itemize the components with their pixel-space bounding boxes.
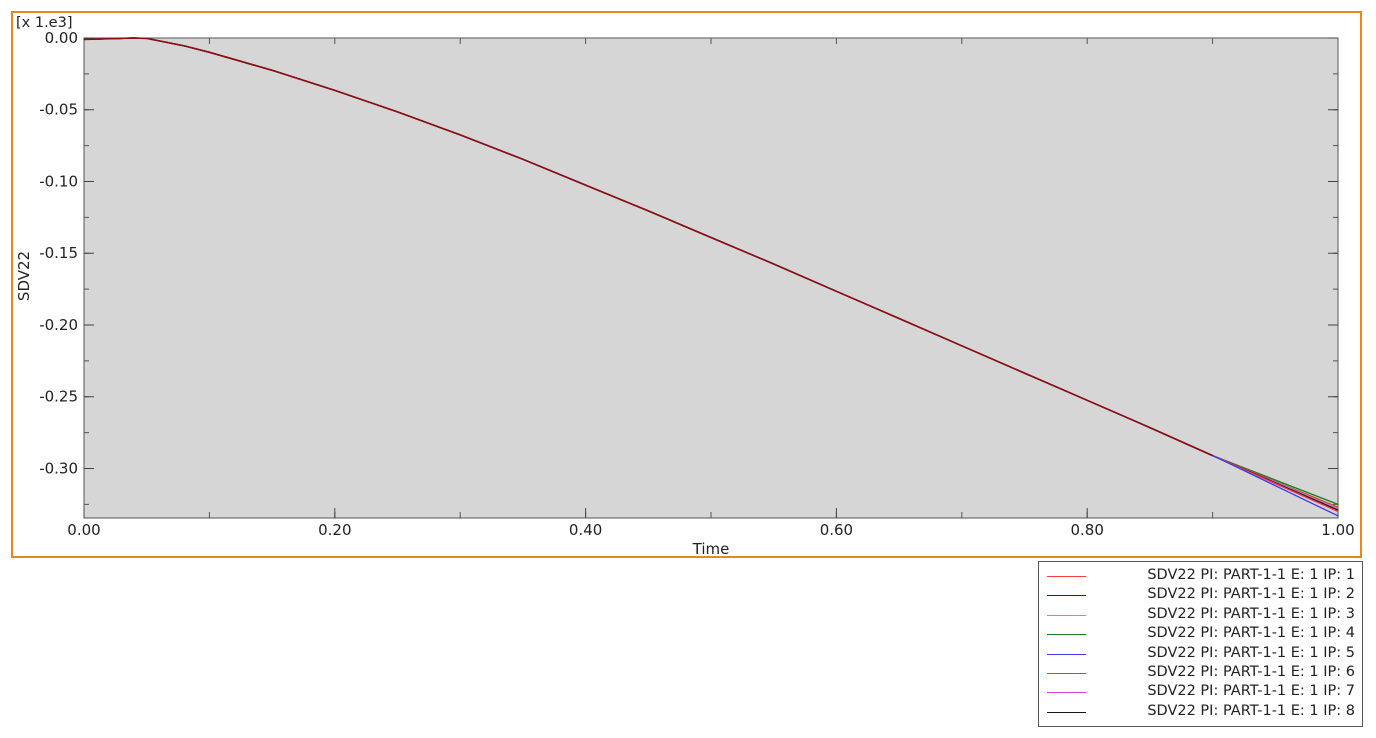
x-tick-label: 0.40	[569, 521, 602, 539]
legend-swatch	[1047, 673, 1086, 674]
legend-swatch	[1047, 595, 1086, 597]
chart: 0.00 0.20 0.40 0.60 0.80 1.00 0.00 -0.05 -0.10 -0…	[15, 15, 1355, 558]
legend-entry: SDV22 PI: PART-1-1 E: 1 IP: 4	[1039, 624, 1362, 643]
legend-label: SDV22 PI: PART-1-1 E: 1 IP: 5	[1147, 644, 1355, 661]
series-overlap-line	[83, 37, 1213, 457]
legend-entry: SDV22 PI: PART-1-1 E: 1 IP: 5	[1039, 644, 1362, 663]
legend-label: SDV22 PI: PART-1-1 E: 1 IP: 3	[1147, 605, 1355, 622]
x-tick-label: 1.00	[1321, 521, 1354, 539]
y-tick-label: -0.30	[39, 459, 78, 477]
plot-background	[83, 37, 1339, 519]
legend-entry: SDV22 PI: PART-1-1 E: 1 IP: 8	[1039, 702, 1362, 721]
x-tick-label: 0.60	[820, 521, 853, 539]
legend: SDV22 PI: PART-1-1 E: 1 IP: 1 SDV22 PI: P…	[1038, 561, 1363, 727]
x-axis-label: Time	[692, 540, 730, 558]
y-tick-label: -0.25	[39, 388, 78, 406]
y-axis-label: SDV22	[15, 251, 33, 301]
legend-swatch	[1047, 711, 1086, 713]
legend-swatch	[1047, 576, 1086, 577]
legend-entry: SDV22 PI: PART-1-1 E: 1 IP: 2	[1039, 585, 1362, 604]
legend-swatch	[1047, 653, 1086, 655]
y-tick-label: 0.00	[45, 29, 78, 47]
y-tick-label: -0.20	[39, 316, 78, 334]
x-tick-label: 0.20	[318, 521, 351, 539]
y-tick-label: -0.05	[39, 101, 78, 119]
legend-label: SDV22 PI: PART-1-1 E: 1 IP: 8	[1147, 702, 1355, 719]
y-tick-label: -0.10	[39, 172, 78, 190]
legend-label: SDV22 PI: PART-1-1 E: 1 IP: 2	[1147, 586, 1355, 603]
legend-entry: SDV22 PI: PART-1-1 E: 1 IP: 1	[1039, 566, 1362, 585]
legend-swatch	[1047, 692, 1086, 694]
legend-label: SDV22 PI: PART-1-1 E: 1 IP: 4	[1147, 625, 1355, 642]
x-tick-label: 0.00	[67, 521, 100, 539]
legend-swatch	[1047, 614, 1086, 616]
legend-entry: SDV22 PI: PART-1-1 E: 1 IP: 6	[1039, 663, 1362, 682]
legend-label: SDV22 PI: PART-1-1 E: 1 IP: 6	[1147, 664, 1355, 680]
legend-entry: SDV22 PI: PART-1-1 E: 1 IP: 3	[1039, 605, 1362, 624]
y-scale-note: [x 1.e3]	[16, 15, 73, 31]
legend-swatch	[1047, 634, 1086, 636]
x-tick-label: 0.80	[1070, 521, 1103, 539]
legend-label: SDV22 PI: PART-1-1 E: 1 IP: 7	[1147, 683, 1355, 700]
legend-label: SDV22 PI: PART-1-1 E: 1 IP: 1	[1147, 567, 1355, 583]
plot-area: 0.00 0.20 0.40 0.60 0.80 1.00 0.00 -0.05 -0.10 -0…	[39, 29, 1355, 539]
legend-entry: SDV22 PI: PART-1-1 E: 1 IP: 7	[1039, 682, 1362, 701]
y-tick-label: -0.15	[39, 244, 78, 262]
